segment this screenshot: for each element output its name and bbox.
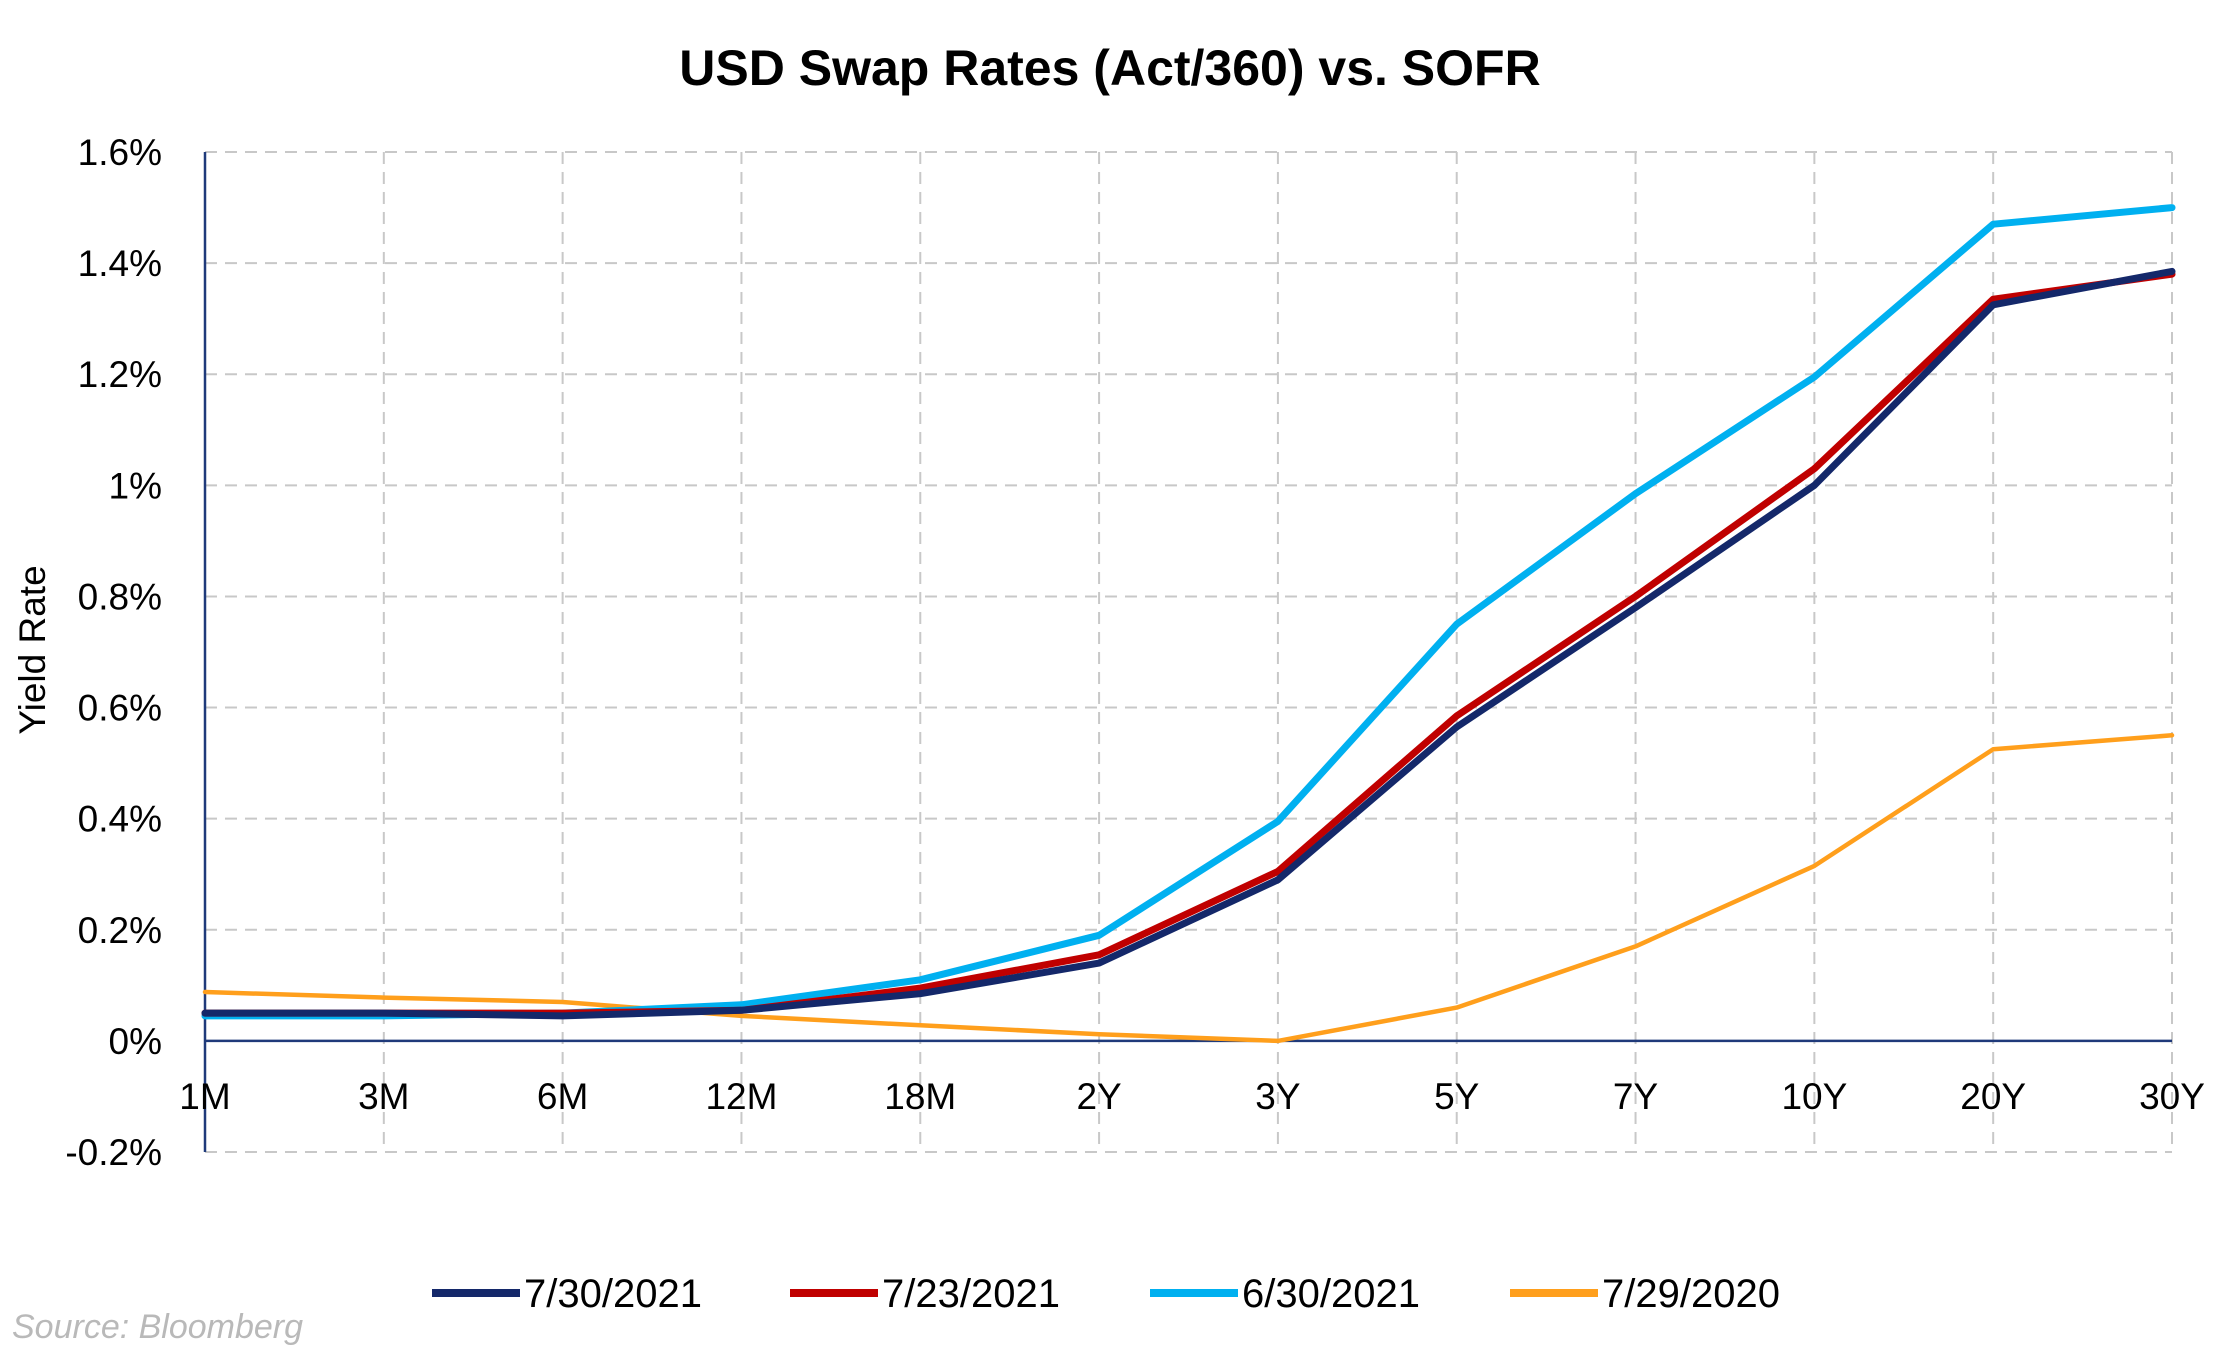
series-line-7-23-2021 [201,270,2176,1017]
x-tick-label: 2Y [1076,1076,1121,1117]
x-tick-label: 12M [705,1076,777,1117]
series-line-7-30-2021 [201,267,2176,1020]
y-axis-label: Yield Rate [12,565,53,734]
legend-label: 7/23/2021 [882,1272,1060,1316]
y-tick-label: 1.6% [78,132,162,173]
x-tick-label: 7Y [1613,1076,1658,1117]
legend-label: 7/30/2021 [524,1272,702,1316]
x-tick-label: 3Y [1255,1076,1300,1117]
y-tick-label: 0.2% [78,910,162,951]
x-tick-label: 3M [358,1076,409,1117]
x-tick-label: 6M [537,1076,588,1117]
gridlines [205,151,2173,1153]
y-tick-label: 0.8% [78,576,162,617]
y-tick-label: 1.2% [78,354,162,395]
x-tick-label: 1M [179,1076,230,1117]
x-tick-label: 10Y [1781,1076,1847,1117]
y-tick-label: 1.4% [78,243,162,284]
legend-label: 7/29/2020 [1602,1272,1780,1316]
legend-label: 6/30/2021 [1242,1272,1420,1316]
x-tick-label: 5Y [1434,1076,1479,1117]
y-tick-label: 0.6% [78,688,162,729]
y-tick-labels: -0.2% 0% 0.2% 0.4% 0.6% 0.8% 1% 1.2% 1.4% 1.6% [65,132,162,1173]
series-line-6-30-2021 [201,204,2176,1020]
source-note: Source: Bloomberg [12,1308,303,1346]
legend: 7/30/2021 7/23/2021 6/30/2021 7/29/2020 [432,1272,1780,1316]
y-tick-label: 0.4% [78,799,162,840]
chart-title: USD Swap Rates (Act/360) vs. SOFR [679,40,1540,96]
axes [203,152,2172,1152]
y-tick-label: 0% [109,1021,162,1062]
y-tick-label: -0.2% [65,1132,162,1173]
series-line-7-29-2020 [202,733,2175,1044]
x-tick-label: 18M [884,1076,956,1117]
y-tick-label: 1% [109,465,162,506]
x-tick-label: 30Y [2139,1076,2205,1117]
x-tick-labels: 1M 3M 6M 12M 18M 2Y 3Y 5Y 7Y 10Y 20Y 30Y [179,1076,2205,1117]
x-tick-label: 20Y [1960,1076,2026,1117]
series-lines [201,204,2176,1044]
